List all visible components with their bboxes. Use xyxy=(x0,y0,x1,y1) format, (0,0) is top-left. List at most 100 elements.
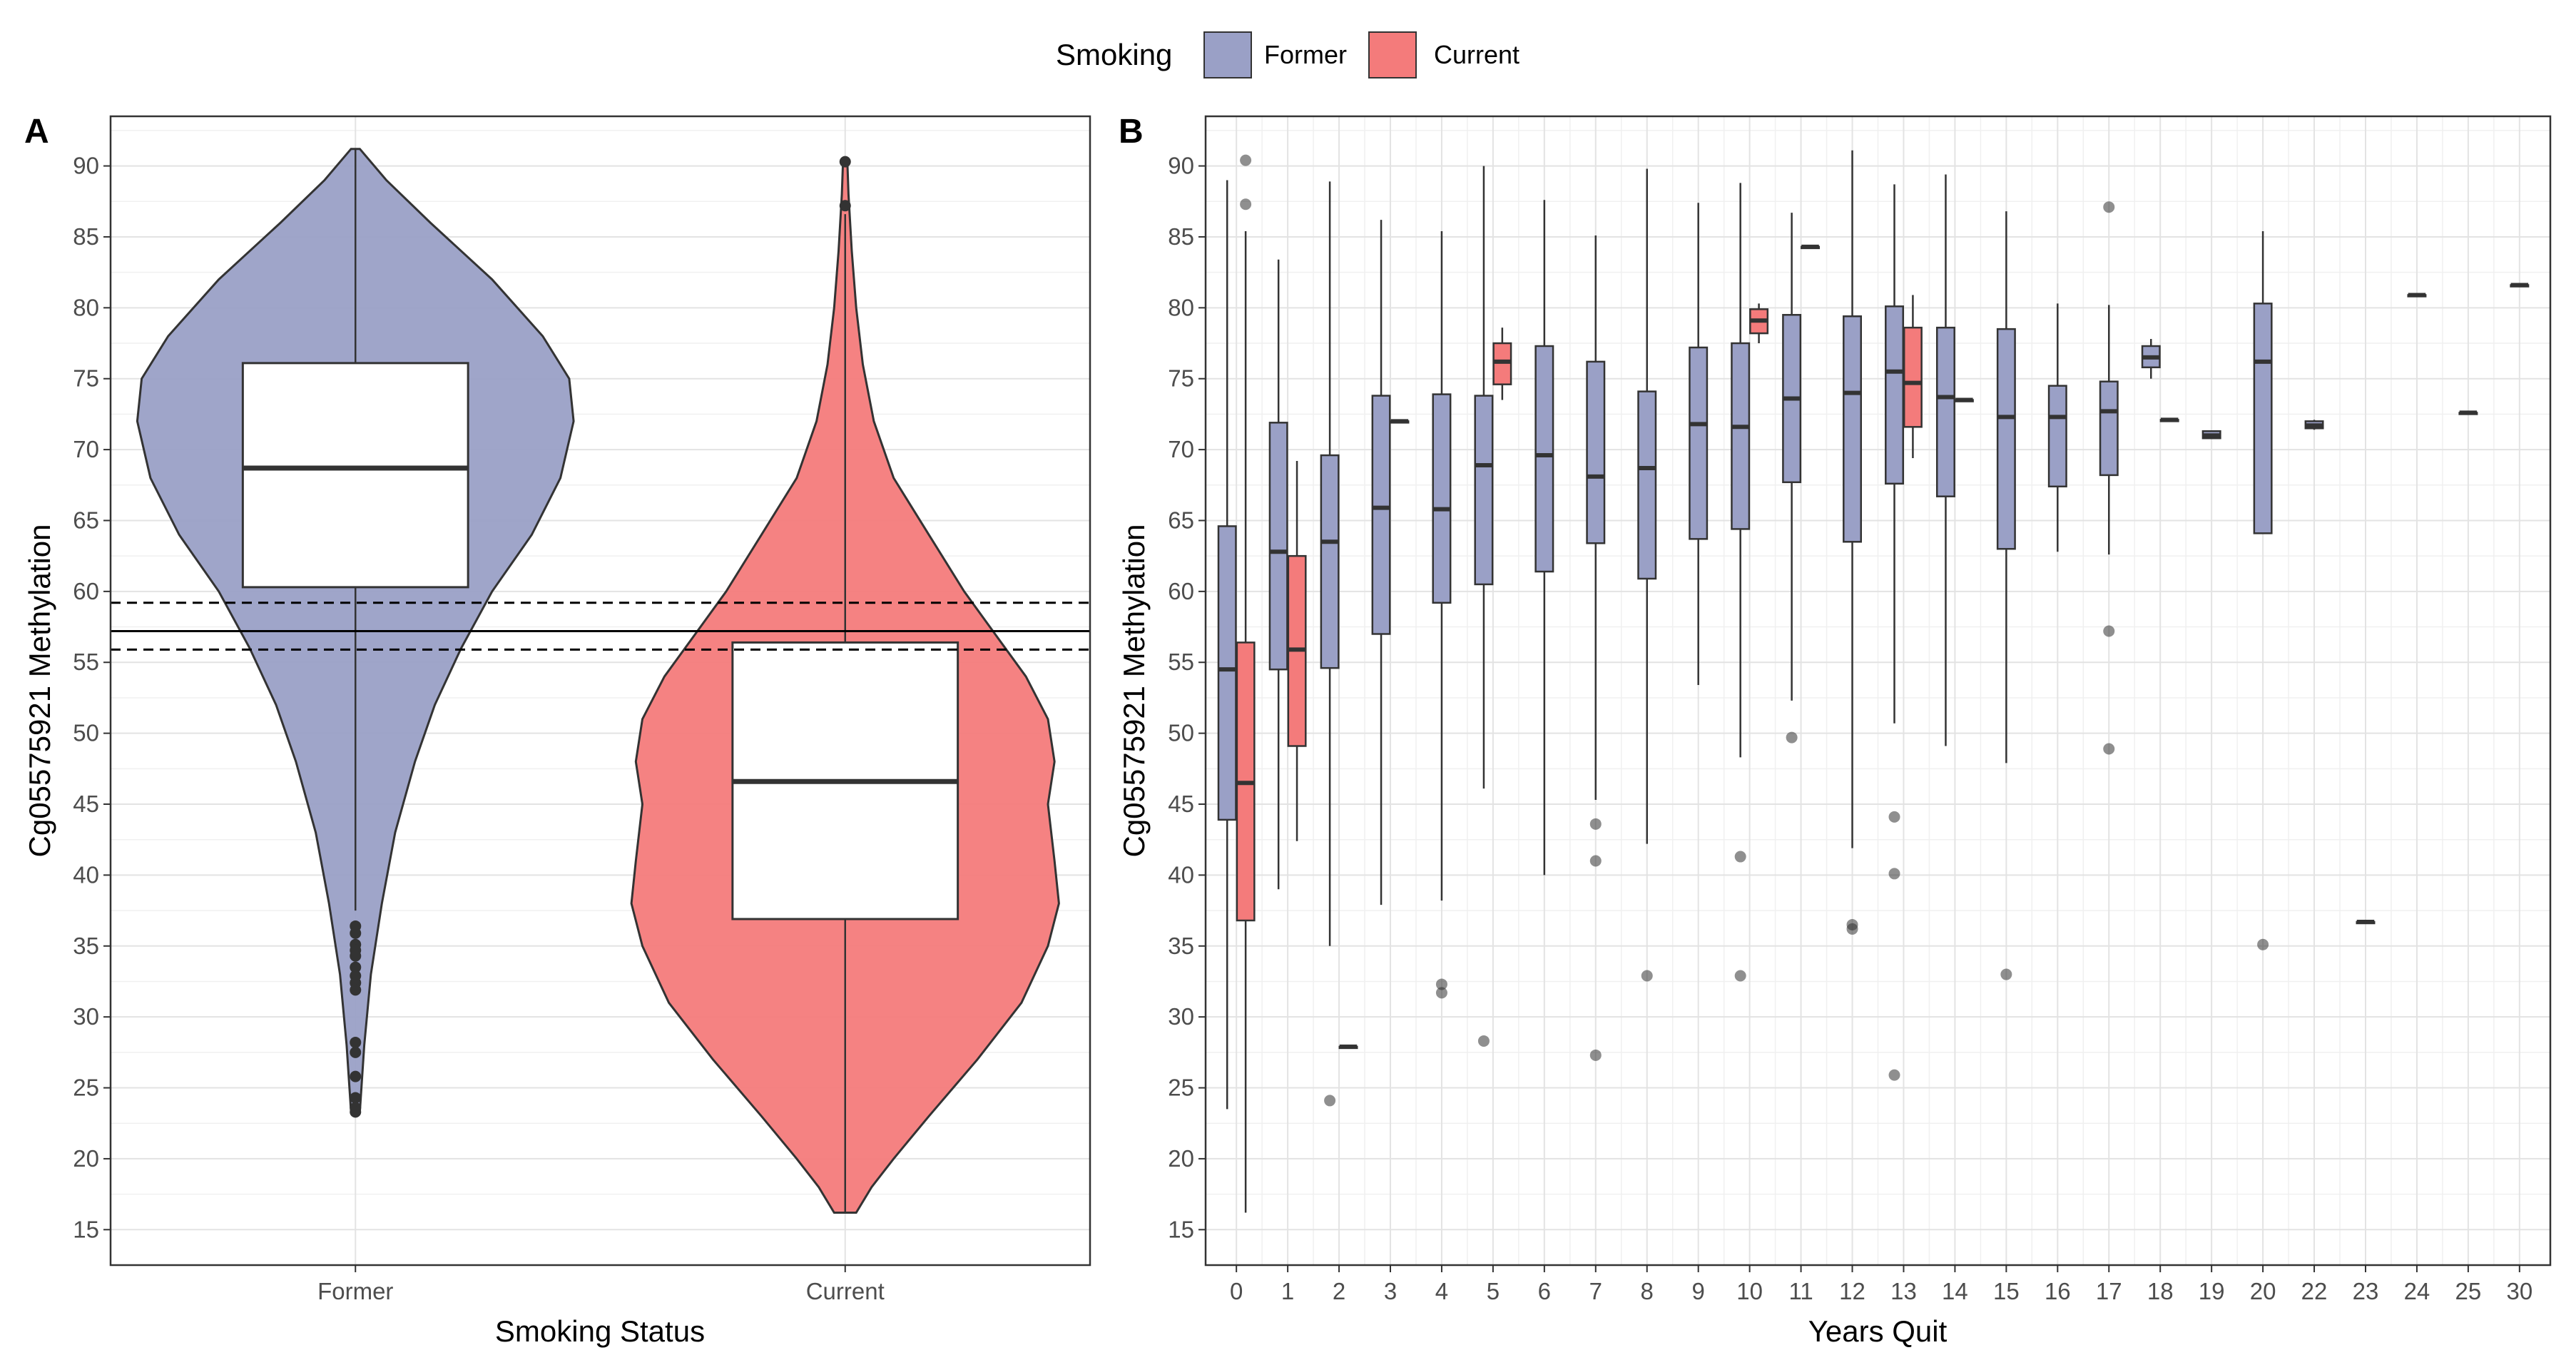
box xyxy=(1534,345,1554,573)
outlier-point xyxy=(2103,625,2115,637)
x-tick-label: 19 xyxy=(2199,1278,2225,1304)
outlier-point xyxy=(350,927,362,939)
panel-a-x-ticks: Former Current xyxy=(317,1265,885,1304)
y-tick-label: 85 xyxy=(1168,223,1194,250)
box-former-17 xyxy=(2099,201,2119,755)
panel-b-y-ticks: 15 20 25 30 35 40 45 50 55 60 65 70 75 80 85 90 xyxy=(1168,153,1206,1242)
box-current-18 xyxy=(2159,417,2179,422)
box-former-16 xyxy=(2047,303,2067,552)
panel-a-y-axis-title: Cg05575921 Methylation xyxy=(23,524,56,857)
y-tick-label: 80 xyxy=(73,294,99,320)
legend-label-current: Current xyxy=(1434,40,1519,69)
box-current-11 xyxy=(1801,244,1821,250)
panel-b-y-axis-title: Cg05575921 Methylation xyxy=(1117,524,1151,857)
violin-current xyxy=(630,156,1060,1214)
x-tick-label: 3 xyxy=(1384,1278,1397,1304)
y-tick-label: 20 xyxy=(73,1145,99,1172)
outlier-point xyxy=(350,1106,362,1118)
box xyxy=(1843,315,1863,543)
y-tick-label: 70 xyxy=(73,436,99,462)
outlier-point xyxy=(1435,987,1447,999)
box-current-13 xyxy=(1903,295,1923,459)
legend-swatch-current xyxy=(1368,31,1417,78)
box xyxy=(1320,454,1340,669)
box xyxy=(1268,422,1288,671)
y-tick-label: 25 xyxy=(73,1075,99,1101)
y-tick-label: 45 xyxy=(1168,791,1194,817)
panel-a-border xyxy=(109,115,1091,1267)
x-tick-label: 9 xyxy=(1692,1278,1705,1304)
outlier-point xyxy=(1846,923,1858,935)
outlier-point xyxy=(1888,868,1900,880)
box xyxy=(1935,326,1955,497)
box-former-24 xyxy=(2407,293,2427,298)
box-former-11 xyxy=(1782,213,1802,744)
box-former-25 xyxy=(2458,410,2478,415)
x-tick-label: 25 xyxy=(2455,1278,2482,1304)
box-former-22 xyxy=(2304,420,2324,430)
y-tick-label: 20 xyxy=(1168,1145,1194,1172)
box xyxy=(1689,346,1709,540)
x-tick-label: 1 xyxy=(1281,1278,1294,1304)
outlier-point xyxy=(1240,154,1252,166)
y-tick-label: 85 xyxy=(73,223,99,250)
box-current-10 xyxy=(1749,303,1769,344)
x-tick-label: 12 xyxy=(1839,1278,1865,1304)
box-former-10 xyxy=(1731,183,1751,982)
x-tick-label: 18 xyxy=(2147,1278,2174,1304)
outlier-point xyxy=(1888,1069,1900,1081)
outlier-point xyxy=(1435,978,1447,990)
box xyxy=(1432,393,1452,604)
y-tick-label: 30 xyxy=(73,1003,99,1030)
outlier-point xyxy=(350,1046,362,1058)
box-former-19 xyxy=(2201,430,2221,440)
outlier-point xyxy=(1641,970,1653,982)
panel-b-border xyxy=(1204,115,2552,1267)
y-tick-label: 35 xyxy=(73,933,99,959)
y-tick-label: 40 xyxy=(1168,861,1194,888)
box-former-3 xyxy=(1371,220,1391,905)
y-tick-label: 15 xyxy=(1168,1216,1194,1242)
box xyxy=(1637,390,1657,580)
panel-a-y-ticks: 15 20 25 30 35 40 45 50 55 60 65 70 75 80 85 90 xyxy=(73,153,111,1242)
x-tick-label: 2 xyxy=(1333,1278,1345,1304)
outlier-point xyxy=(1786,731,1798,744)
y-tick-label: 90 xyxy=(73,153,99,179)
x-tick-label: 17 xyxy=(2096,1278,2122,1304)
legend-title: Smoking xyxy=(1056,38,1172,71)
x-tick-label: 7 xyxy=(1589,1278,1602,1304)
y-tick-label: 90 xyxy=(1168,153,1194,179)
y-tick-label: 75 xyxy=(1168,365,1194,392)
y-tick-label: 70 xyxy=(1168,436,1194,462)
box-former-5 xyxy=(1474,166,1494,1047)
outlier-point xyxy=(1477,1035,1490,1047)
x-tick-label: 10 xyxy=(1736,1278,1763,1304)
outlier-point xyxy=(1589,1049,1602,1061)
box-current-1 xyxy=(1287,461,1307,841)
panel-b-tag: B xyxy=(1119,113,1144,151)
y-tick-label: 60 xyxy=(73,578,99,604)
outlier-point xyxy=(2103,201,2115,213)
box-former-15 xyxy=(1996,211,2016,980)
box-current-3 xyxy=(1390,419,1410,424)
x-tick-label: 5 xyxy=(1487,1278,1500,1304)
x-tick-label: 15 xyxy=(1993,1278,2020,1304)
x-tick-label: 30 xyxy=(2506,1278,2532,1304)
x-tick-label: 8 xyxy=(1641,1278,1654,1304)
box-former-4 xyxy=(1432,231,1452,999)
x-tick-label: 24 xyxy=(2404,1278,2430,1304)
x-tick-label: Current xyxy=(806,1278,885,1304)
legend-label-former: Former xyxy=(1264,40,1347,69)
box xyxy=(1731,342,1751,530)
y-tick-label: 75 xyxy=(73,365,99,392)
x-tick-label: 16 xyxy=(2045,1278,2071,1304)
y-tick-label: 50 xyxy=(1168,720,1194,746)
outlier-point xyxy=(1734,851,1746,863)
box-former-0 xyxy=(1217,180,1237,1110)
x-tick-label: 22 xyxy=(2301,1278,2328,1304)
box-former-18 xyxy=(2141,339,2161,379)
y-tick-label: 60 xyxy=(1168,578,1194,604)
outlier-point xyxy=(2257,938,2269,950)
y-tick-label: 50 xyxy=(73,720,99,746)
